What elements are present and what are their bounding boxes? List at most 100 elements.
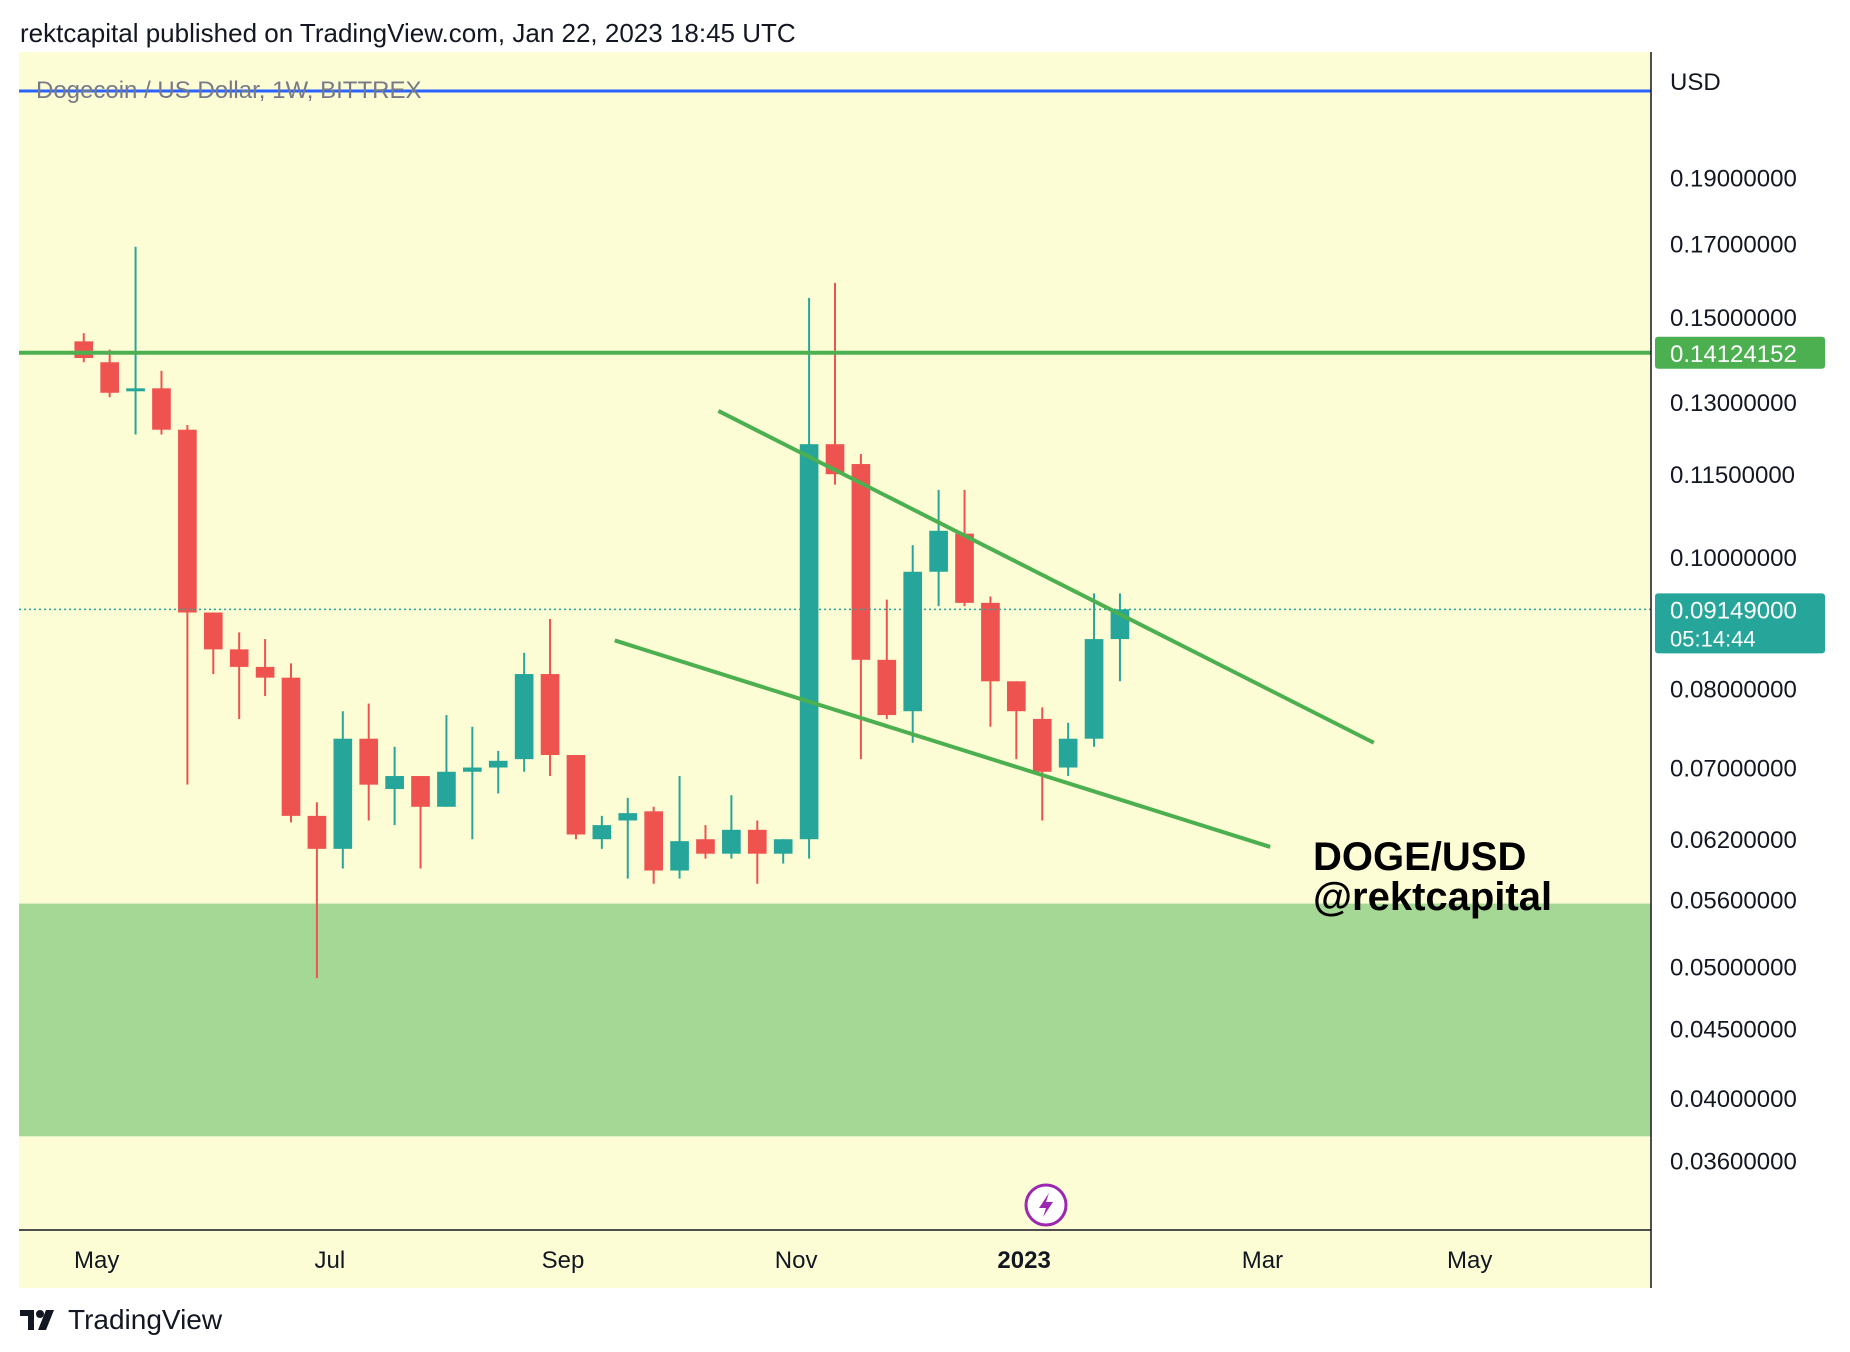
- candle[interactable]: [411, 776, 430, 869]
- candle[interactable]: [126, 246, 145, 435]
- candle[interactable]: [100, 349, 119, 398]
- candle-body: [255, 666, 275, 678]
- candle-body: [333, 738, 353, 849]
- candle[interactable]: [696, 825, 715, 859]
- annotation-pair: DOGE/USD: [1313, 835, 1526, 879]
- x-tick-label: Jul: [315, 1247, 346, 1274]
- candle-body: [540, 674, 560, 756]
- candle[interactable]: [747, 820, 767, 884]
- candle[interactable]: [540, 619, 560, 777]
- y-tick-label: 0.10000000: [1670, 545, 1797, 572]
- y-tick-label: 0.06200000: [1670, 827, 1797, 854]
- candle-body: [747, 829, 767, 854]
- candle[interactable]: [255, 639, 275, 697]
- footer: TradingView: [20, 1304, 222, 1336]
- candle[interactable]: [722, 795, 741, 859]
- candle[interactable]: [644, 806, 663, 884]
- y-tick-label: 0.03600000: [1670, 1148, 1797, 1175]
- y-tick-label: 0.04500000: [1670, 1017, 1797, 1044]
- candle[interactable]: [437, 715, 456, 807]
- candle-body: [385, 776, 404, 790]
- candle[interactable]: [203, 612, 223, 675]
- candle[interactable]: [1007, 681, 1026, 760]
- candle-body: [411, 776, 430, 807]
- candle-body: [178, 429, 197, 613]
- flash-icon[interactable]: [1024, 1183, 1068, 1227]
- footer-brand[interactable]: TradingView: [68, 1304, 223, 1335]
- candle-body: [463, 767, 482, 772]
- last-price-label: 0.09149000: [1670, 597, 1797, 624]
- candle[interactable]: [333, 711, 353, 869]
- candle-body: [100, 362, 119, 393]
- candle-body: [281, 677, 301, 816]
- candle-body: [437, 771, 456, 807]
- candle[interactable]: [281, 663, 301, 823]
- candle[interactable]: [955, 489, 974, 607]
- candle-body: [514, 674, 534, 760]
- candle-body: [644, 811, 663, 871]
- upper-trendline[interactable]: [717, 409, 1375, 745]
- y-tick-label: 0.05600000: [1670, 887, 1797, 914]
- candle-body: [773, 839, 793, 854]
- candle[interactable]: [229, 632, 249, 719]
- candle[interactable]: [1058, 722, 1078, 777]
- y-tick-label: 0.17000000: [1670, 231, 1797, 258]
- candle[interactable]: [566, 755, 586, 840]
- symbol-label: Dogecoin / US Dollar, 1W, BITTREX: [36, 77, 421, 104]
- x-tick-label: Nov: [775, 1247, 818, 1274]
- annotation-author: @rektcapital: [1313, 875, 1552, 919]
- candle-body: [618, 813, 638, 821]
- publish-info: rektcapital published on TradingView.com…: [20, 18, 796, 48]
- candle-body: [592, 825, 612, 840]
- candle-body: [696, 839, 715, 854]
- candle[interactable]: [385, 746, 404, 826]
- candle-body: [955, 533, 974, 603]
- candle[interactable]: [359, 703, 379, 821]
- candle[interactable]: [152, 370, 171, 435]
- candle[interactable]: [592, 815, 612, 849]
- candle-body: [203, 612, 223, 650]
- candle-body: [74, 341, 94, 359]
- candle-body: [799, 444, 819, 840]
- candle[interactable]: [773, 839, 793, 864]
- y-tick-label: 0.11500000: [1670, 462, 1795, 489]
- candle-body: [1007, 681, 1026, 712]
- y-tick-label: 0.13000000: [1670, 390, 1797, 417]
- y-tick-label: 0.15000000: [1670, 305, 1797, 332]
- candle-body: [488, 760, 508, 768]
- resistance-price-label: 0.14124152: [1670, 341, 1797, 368]
- lower-trendline[interactable]: [614, 638, 1271, 849]
- candle[interactable]: [307, 802, 327, 979]
- y-tick-label: 0.05000000: [1670, 954, 1797, 981]
- candle[interactable]: [488, 750, 508, 794]
- candle[interactable]: [178, 424, 197, 785]
- candle[interactable]: [851, 454, 871, 760]
- candle[interactable]: [618, 797, 638, 879]
- candle-body: [359, 738, 379, 785]
- candle[interactable]: [1032, 707, 1052, 821]
- x-tick-label: May: [1447, 1247, 1492, 1274]
- x-tick-label: Sep: [542, 1247, 585, 1274]
- y-tick-label: 0.08000000: [1670, 677, 1797, 704]
- candle-body: [1032, 718, 1052, 772]
- candle[interactable]: [903, 545, 923, 743]
- candle-body: [229, 649, 249, 667]
- candle-body: [566, 755, 586, 835]
- candle[interactable]: [463, 726, 482, 840]
- candle-body: [929, 530, 948, 572]
- candle[interactable]: [877, 599, 897, 719]
- candle[interactable]: [1084, 593, 1104, 747]
- candle-body: [307, 815, 327, 849]
- candle[interactable]: [981, 596, 1000, 727]
- candle[interactable]: [670, 776, 689, 879]
- candle[interactable]: [929, 489, 948, 607]
- candle-body: [1058, 738, 1078, 768]
- candle-body: [152, 388, 171, 430]
- x-tick-label: Mar: [1242, 1247, 1283, 1274]
- candle-body: [1084, 639, 1104, 739]
- candle[interactable]: [799, 297, 819, 859]
- tradingview-logo-icon: [20, 1310, 54, 1330]
- candle-body: [981, 602, 1000, 682]
- candle[interactable]: [514, 652, 534, 772]
